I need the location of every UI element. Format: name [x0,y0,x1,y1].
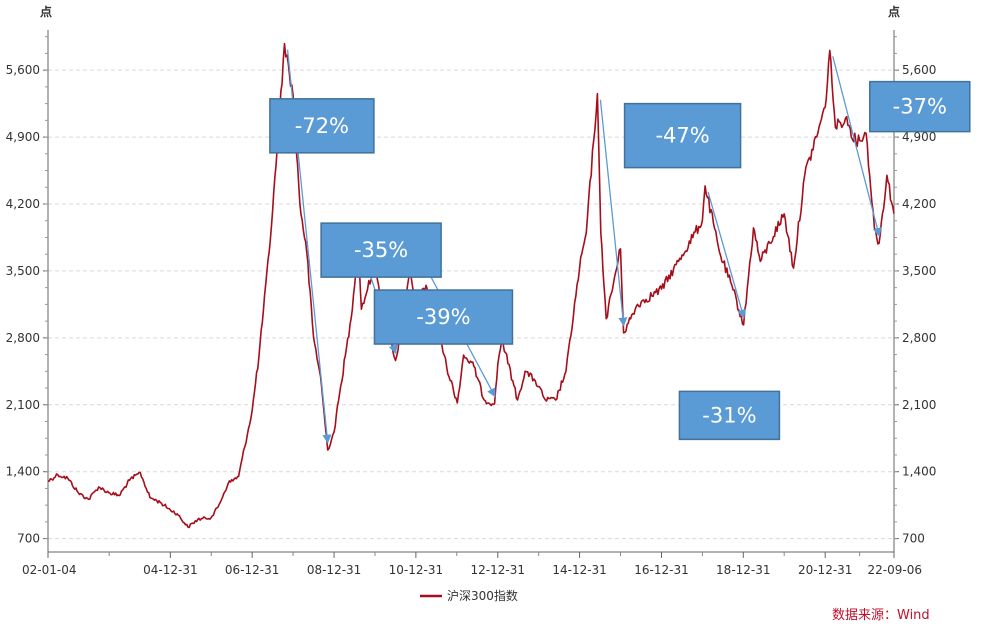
drawdown-annotation: -47% [623,102,742,169]
right-tick-label: 3,500 [902,264,936,278]
x-tick-label: 04-12-31 [143,563,197,577]
left-axis-ticks: 700 1,400 2,100 2,800 3,500 4,200 4,900 5,600 [6,36,48,546]
series-line-csi300 [47,42,895,529]
drawdown-annotation: -72% [269,98,375,154]
left-tick-label: 1,400 [6,465,40,479]
drawdown-annotation: -39% [373,289,514,345]
x-tick-label: 18-12-31 [716,563,770,577]
drawdown-label: -47% [655,124,709,148]
drawdown-label: -35% [354,238,408,262]
left-tick-label: 2,100 [6,398,40,412]
drawdown-arrow [832,56,882,237]
x-tick-label: 12-12-31 [471,563,525,577]
right-axis-ticks: 700 1,400 2,100 2,800 3,500 4,200 4,900 5,600 [894,36,936,546]
x-tick-label: 20-12-31 [798,563,852,577]
drawdown-label: -31% [702,403,756,427]
left-tick-label: 4,200 [6,197,40,211]
right-axis-unit: 点 [888,4,900,19]
drawdown-box [623,102,742,169]
left-axis-unit: 点 [40,4,52,19]
drawdown-arrow [599,99,628,327]
drawdown-annotation: -37% [869,80,971,133]
x-tick-label: 06-12-31 [225,563,279,577]
right-tick-label: 1,400 [902,465,936,479]
x-tick-label: 16-12-31 [634,563,688,577]
x-tick-label: 10-12-31 [389,563,443,577]
legend: 沪深300指数 [420,588,518,603]
source-note: 数据来源：Wind [832,608,930,623]
drawdown-box [269,98,375,154]
drawdown-box [373,289,514,345]
right-tick-label: 5,600 [902,63,936,77]
x-tick-label: 02-01-04 [22,563,76,577]
left-tick-label: 700 [17,532,40,546]
right-tick-label: 700 [902,532,925,546]
drawdown-label: -39% [416,305,470,329]
left-tick-label: 4,900 [6,130,40,144]
x-tick-label: 22-09-06 [868,563,922,577]
drawdown-box [869,80,971,133]
drawdown-annotations: -72% -35% -39% -47% -31% -37% [269,80,971,441]
x-axis-ticks: 02-01-04 04-12-31 06-12-31 08-12-31 10-12-31… [22,552,922,577]
left-tick-label: 3,500 [6,264,40,278]
x-tick-label: 14-12-31 [552,563,606,577]
right-tick-label: 4,200 [902,197,936,211]
legend-label: 沪深300指数 [447,588,518,603]
left-tick-label: 2,800 [6,331,40,345]
drawdown-annotation: -31% [678,390,781,441]
drawdown-box [320,222,442,278]
right-tick-label: 2,800 [902,331,936,345]
drawdown-box [678,390,781,441]
drawdown-arrow [707,191,747,319]
drawdown-annotation: -35% [320,222,442,278]
left-tick-label: 5,600 [6,63,40,77]
right-tick-label: 4,900 [902,130,936,144]
x-tick-label: 08-12-31 [307,563,361,577]
drawdown-label: -72% [295,114,349,138]
drawdown-label: -37% [893,95,947,119]
right-tick-label: 2,100 [902,398,936,412]
